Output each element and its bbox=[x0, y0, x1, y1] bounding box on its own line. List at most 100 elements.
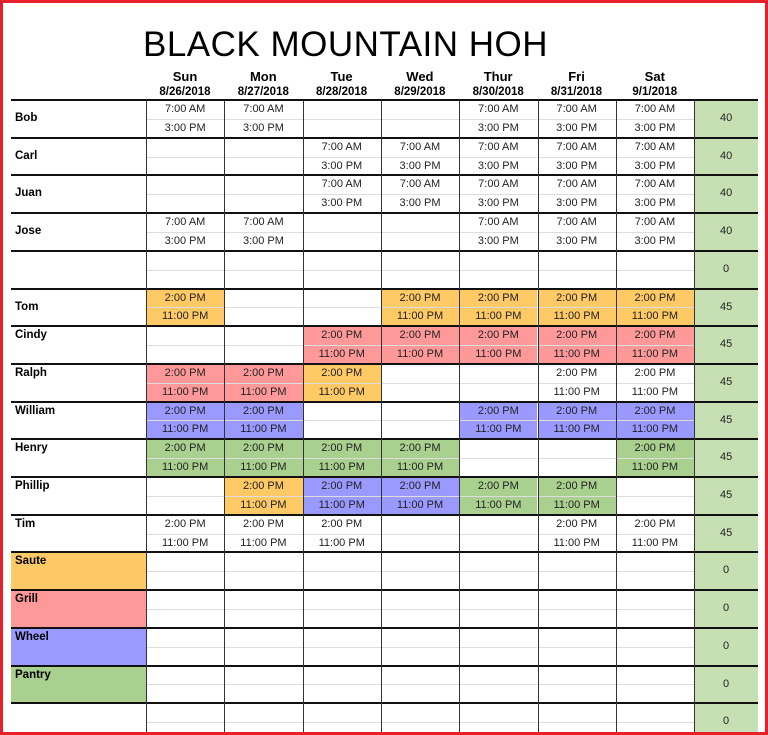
shift-cell[interactable] bbox=[615, 477, 695, 515]
shift-cell[interactable]: 2:00 PM 11:00 PM bbox=[302, 363, 381, 402]
shift-cell[interactable] bbox=[615, 590, 695, 628]
shift-cell[interactable]: 2:00 PM 11:00 PM bbox=[459, 477, 538, 515]
shift-cell[interactable]: 7:00 AM 3:00 PM bbox=[459, 213, 538, 251]
shift-cell[interactable]: 2:00 PM 11:00 PM bbox=[459, 401, 538, 440]
shift-cell[interactable] bbox=[146, 703, 225, 732]
shift-cell[interactable] bbox=[537, 552, 616, 591]
shift-cell[interactable] bbox=[146, 175, 225, 214]
shift-cell[interactable] bbox=[615, 665, 695, 704]
shift-cell[interactable]: 2:00 PM 11:00 PM bbox=[302, 514, 381, 553]
shift-cell[interactable]: 7:00 AM 3:00 PM bbox=[224, 100, 303, 138]
shift-cell[interactable] bbox=[302, 213, 381, 251]
shift-cell[interactable]: 2:00 PM 11:00 PM bbox=[380, 477, 460, 515]
shift-cell[interactable]: 7:00 AM 3:00 PM bbox=[615, 137, 695, 176]
employee-name-cell[interactable]: Grill bbox=[11, 590, 146, 628]
shift-cell[interactable] bbox=[459, 552, 538, 591]
shift-cell[interactable]: 2:00 PM 11:00 PM bbox=[224, 514, 303, 553]
shift-cell[interactable] bbox=[302, 100, 381, 138]
shift-cell[interactable] bbox=[537, 590, 616, 628]
shift-cell[interactable] bbox=[380, 213, 460, 251]
employee-name-cell[interactable]: Ralph bbox=[11, 363, 146, 402]
shift-cell[interactable]: 2:00 PM 11:00 PM bbox=[146, 514, 225, 553]
shift-cell[interactable] bbox=[146, 326, 225, 364]
employee-name-cell[interactable]: Phillip bbox=[11, 477, 146, 515]
shift-cell[interactable] bbox=[146, 250, 225, 289]
shift-cell[interactable]: 2:00 PM 11:00 PM bbox=[224, 401, 303, 440]
shift-cell[interactable]: 7:00 AM 3:00 PM bbox=[615, 213, 695, 251]
employee-name-cell[interactable]: Cindy bbox=[11, 326, 146, 364]
shift-cell[interactable]: 7:00 AM 3:00 PM bbox=[537, 137, 616, 176]
shift-cell[interactable]: 2:00 PM 11:00 PM bbox=[224, 439, 303, 477]
shift-cell[interactable]: 2:00 PM 11:00 PM bbox=[615, 288, 695, 327]
shift-cell[interactable]: 7:00 AM 3:00 PM bbox=[459, 100, 538, 138]
shift-cell[interactable]: 2:00 PM 11:00 PM bbox=[380, 288, 460, 327]
shift-cell[interactable] bbox=[380, 665, 460, 704]
employee-name-cell[interactable] bbox=[11, 250, 146, 289]
shift-cell[interactable]: 2:00 PM 11:00 PM bbox=[537, 363, 616, 402]
shift-cell[interactable] bbox=[146, 477, 225, 515]
employee-name-cell[interactable]: Henry bbox=[11, 439, 146, 477]
shift-cell[interactable]: 2:00 PM 11:00 PM bbox=[302, 477, 381, 515]
shift-cell[interactable] bbox=[302, 590, 381, 628]
shift-cell[interactable] bbox=[224, 703, 303, 732]
shift-cell[interactable]: 7:00 AM 3:00 PM bbox=[459, 175, 538, 214]
shift-cell[interactable]: 2:00 PM 11:00 PM bbox=[615, 363, 695, 402]
shift-cell[interactable] bbox=[380, 401, 460, 440]
shift-cell[interactable]: 2:00 PM 11:00 PM bbox=[302, 439, 381, 477]
shift-cell[interactable]: 7:00 AM 3:00 PM bbox=[537, 213, 616, 251]
shift-cell[interactable] bbox=[224, 590, 303, 628]
shift-cell[interactable] bbox=[302, 627, 381, 666]
shift-cell[interactable]: 7:00 AM 3:00 PM bbox=[302, 175, 381, 214]
shift-cell[interactable]: 2:00 PM 11:00 PM bbox=[459, 288, 538, 327]
shift-cell[interactable]: 7:00 AM 3:00 PM bbox=[302, 137, 381, 176]
shift-cell[interactable] bbox=[459, 363, 538, 402]
shift-cell[interactable] bbox=[615, 703, 695, 732]
shift-cell[interactable] bbox=[537, 250, 616, 289]
shift-cell[interactable] bbox=[224, 627, 303, 666]
shift-cell[interactable]: 7:00 AM 3:00 PM bbox=[459, 137, 538, 176]
shift-cell[interactable] bbox=[380, 703, 460, 732]
employee-name-cell[interactable]: Tom bbox=[11, 288, 146, 327]
shift-cell[interactable] bbox=[380, 363, 460, 402]
shift-cell[interactable] bbox=[459, 590, 538, 628]
employee-name-cell[interactable]: Tim bbox=[11, 514, 146, 553]
shift-cell[interactable] bbox=[224, 250, 303, 289]
shift-cell[interactable]: 2:00 PM 11:00 PM bbox=[146, 363, 225, 402]
shift-cell[interactable] bbox=[615, 250, 695, 289]
shift-cell[interactable]: 7:00 AM 3:00 PM bbox=[380, 137, 460, 176]
shift-cell[interactable] bbox=[146, 665, 225, 704]
shift-cell[interactable] bbox=[615, 627, 695, 666]
shift-cell[interactable] bbox=[380, 250, 460, 289]
employee-name-cell[interactable]: Pantry bbox=[11, 665, 146, 704]
shift-cell[interactable] bbox=[302, 288, 381, 327]
shift-cell[interactable] bbox=[380, 552, 460, 591]
shift-cell[interactable] bbox=[459, 439, 538, 477]
shift-cell[interactable] bbox=[224, 552, 303, 591]
shift-cell[interactable] bbox=[537, 439, 616, 477]
shift-cell[interactable] bbox=[146, 627, 225, 666]
shift-cell[interactable]: 7:00 AM 3:00 PM bbox=[615, 175, 695, 214]
shift-cell[interactable] bbox=[224, 137, 303, 176]
shift-cell[interactable]: 7:00 AM 3:00 PM bbox=[537, 175, 616, 214]
shift-cell[interactable] bbox=[380, 100, 460, 138]
shift-cell[interactable] bbox=[302, 401, 381, 440]
shift-cell[interactable] bbox=[302, 703, 381, 732]
shift-cell[interactable] bbox=[537, 665, 616, 704]
shift-cell[interactable] bbox=[459, 250, 538, 289]
shift-cell[interactable]: 2:00 PM 11:00 PM bbox=[615, 401, 695, 440]
shift-cell[interactable] bbox=[146, 137, 225, 176]
shift-cell[interactable]: 2:00 PM 11:00 PM bbox=[537, 326, 616, 364]
shift-cell[interactable] bbox=[537, 703, 616, 732]
shift-cell[interactable]: 2:00 PM 11:00 PM bbox=[537, 514, 616, 553]
shift-cell[interactable]: 7:00 AM 3:00 PM bbox=[537, 100, 616, 138]
shift-cell[interactable] bbox=[146, 552, 225, 591]
employee-name-cell[interactable]: Saute bbox=[11, 552, 146, 591]
shift-cell[interactable]: 2:00 PM 11:00 PM bbox=[537, 401, 616, 440]
employee-name-cell[interactable]: William bbox=[11, 401, 146, 440]
shift-cell[interactable] bbox=[302, 250, 381, 289]
shift-cell[interactable]: 2:00 PM 11:00 PM bbox=[459, 326, 538, 364]
shift-cell[interactable] bbox=[380, 514, 460, 553]
employee-name-cell[interactable]: Carl bbox=[11, 137, 146, 176]
employee-name-cell[interactable]: Wheel bbox=[11, 627, 146, 666]
shift-cell[interactable]: 2:00 PM 11:00 PM bbox=[146, 439, 225, 477]
